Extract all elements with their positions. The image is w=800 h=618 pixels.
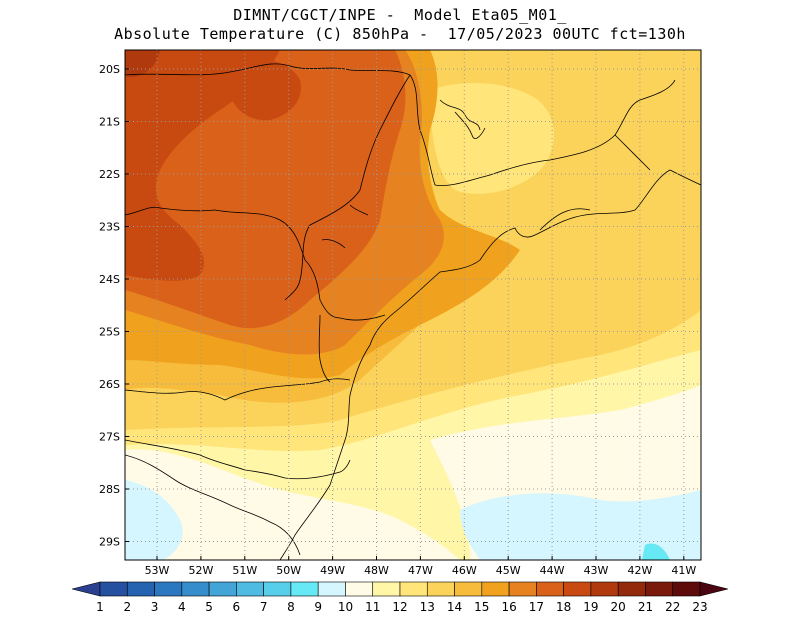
colorbar-box (373, 582, 400, 596)
colorbar-arrow-left (72, 582, 100, 596)
colorbar-box (591, 582, 618, 596)
colorbar-box (209, 582, 236, 596)
colorbar-label: 9 (314, 600, 322, 614)
colorbar (72, 582, 728, 596)
colorbar-box (455, 582, 482, 596)
lon-label: 49W (320, 564, 345, 577)
lon-label: 44W (540, 564, 565, 577)
colorbar-label: 20 (611, 600, 626, 614)
lon-label: 53W (145, 564, 170, 577)
lat-label: 25S (99, 326, 120, 339)
colorbar-box (127, 582, 154, 596)
lat-label: 21S (99, 116, 120, 129)
colorbar-label: 14 (447, 600, 462, 614)
colorbar-label: 5 (205, 600, 213, 614)
colorbar-label: 12 (392, 600, 407, 614)
colorbar-label: 6 (233, 600, 241, 614)
lon-label: 45W (496, 564, 521, 577)
colorbar-label: 15 (474, 600, 489, 614)
lat-label: 24S (99, 273, 120, 286)
colorbar-label: 3 (151, 600, 159, 614)
colorbar-label: 18 (556, 600, 571, 614)
lat-label: 29S (99, 536, 120, 549)
temperature-field (125, 50, 701, 560)
colorbar-label: 8 (287, 600, 295, 614)
colorbar-label: 1 (96, 600, 104, 614)
lon-label: 42W (627, 564, 652, 577)
colorbar-label: 4 (178, 600, 186, 614)
lat-label: 26S (99, 378, 120, 391)
lat-label: 20S (99, 63, 120, 76)
colorbar-box (345, 582, 372, 596)
colorbar-box (291, 582, 318, 596)
colorbar-box (155, 582, 182, 596)
lon-label: 41W (671, 564, 696, 577)
colorbar-box (182, 582, 209, 596)
colorbar-box (673, 582, 700, 596)
colorbar-box (236, 582, 263, 596)
colorbar-label: 19 (583, 600, 598, 614)
colorbar-label: 23 (692, 600, 707, 614)
colorbar-box (564, 582, 591, 596)
lon-label: 51W (232, 564, 257, 577)
colorbar-label: 10 (338, 600, 353, 614)
colorbar-label: 17 (529, 600, 544, 614)
colorbar-label: 13 (420, 600, 435, 614)
lon-label: 52W (188, 564, 213, 577)
lon-label: 47W (408, 564, 433, 577)
colorbar-label: 21 (638, 600, 653, 614)
colorbar-box (318, 582, 345, 596)
colorbar-box (645, 582, 672, 596)
colorbar-labels: 1 2 3 4 5 6 7 8 9 10 11 12 13 14 15 16 17 18 19 20 21 22 23 (96, 600, 707, 614)
colorbar-label: 22 (665, 600, 680, 614)
lat-label: 27S (99, 431, 120, 444)
lon-label: 50W (276, 564, 301, 577)
colorbar-label: 2 (123, 600, 131, 614)
lat-label: 22S (99, 168, 120, 181)
lon-label: 48W (364, 564, 389, 577)
colorbar-box (482, 582, 509, 596)
lat-label: 28S (99, 483, 120, 496)
lon-label: 46W (452, 564, 477, 577)
colorbar-label: 7 (260, 600, 268, 614)
colorbar-label: 16 (501, 600, 516, 614)
colorbar-box (264, 582, 291, 596)
colorbar-label: 11 (365, 600, 380, 614)
colorbar-box (509, 582, 536, 596)
colorbar-arrow-right (700, 582, 728, 596)
colorbar-box (427, 582, 454, 596)
temperature-map: 20S 21S 22S 23S 24S 25S 26S 27S 28S 29S 53W 52W 51W… (0, 0, 800, 618)
lat-label: 23S (99, 221, 120, 234)
colorbar-box (400, 582, 427, 596)
colorbar-box (536, 582, 563, 596)
colorbar-box (100, 582, 127, 596)
lon-label: 43W (584, 564, 609, 577)
temp-band-9-10-east (460, 490, 701, 560)
colorbar-box (618, 582, 645, 596)
